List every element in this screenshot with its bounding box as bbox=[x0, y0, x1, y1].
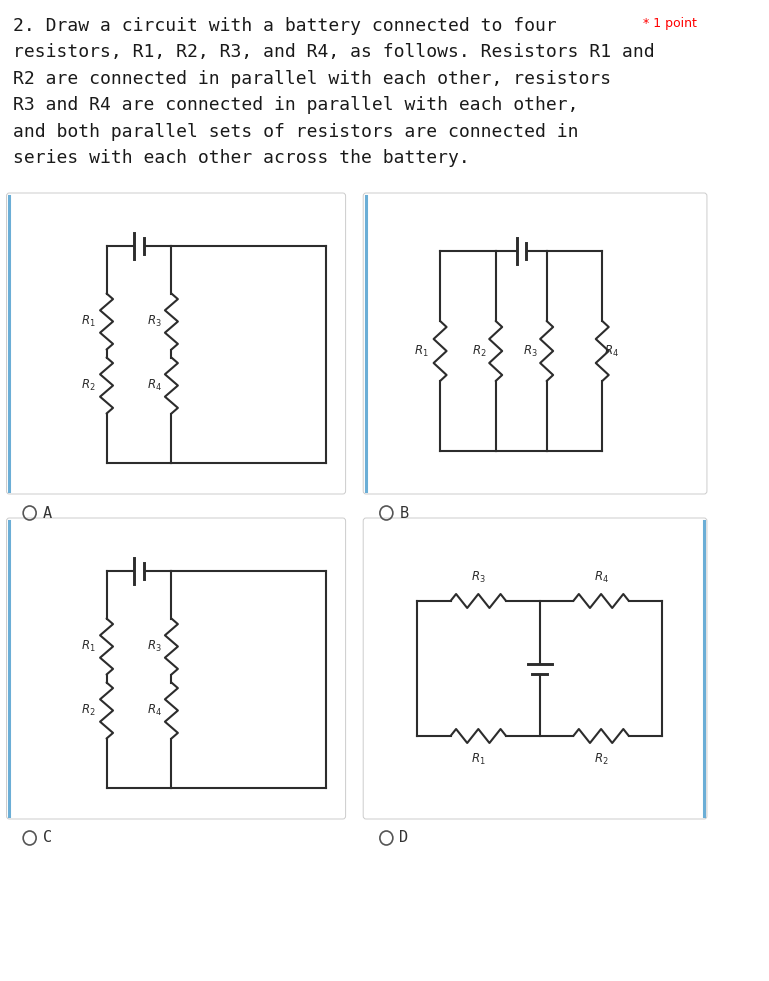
Text: 2. Draw a circuit with a battery connected to four
resistors, R1, R2, R3, and R4: 2. Draw a circuit with a battery connect… bbox=[13, 17, 654, 167]
Text: A: A bbox=[42, 505, 52, 521]
FancyBboxPatch shape bbox=[363, 518, 707, 819]
Text: $R_1$: $R_1$ bbox=[81, 639, 95, 654]
Text: $R_2$: $R_2$ bbox=[81, 703, 95, 718]
Text: $R_4$: $R_4$ bbox=[604, 343, 619, 358]
Text: $R_4$: $R_4$ bbox=[147, 378, 162, 393]
Text: $R_4$: $R_4$ bbox=[147, 703, 162, 718]
Text: $R_3$: $R_3$ bbox=[523, 343, 538, 358]
Text: $R_1$: $R_1$ bbox=[81, 314, 95, 329]
Text: $R_2$: $R_2$ bbox=[472, 343, 487, 358]
FancyBboxPatch shape bbox=[6, 518, 345, 819]
Text: C: C bbox=[42, 831, 52, 846]
Text: $R_1$: $R_1$ bbox=[471, 752, 486, 767]
Text: $R_3$: $R_3$ bbox=[148, 314, 162, 329]
FancyBboxPatch shape bbox=[363, 193, 707, 494]
Text: * 1 point: * 1 point bbox=[643, 17, 697, 30]
Text: B: B bbox=[399, 505, 408, 521]
FancyBboxPatch shape bbox=[6, 193, 345, 494]
Text: D: D bbox=[399, 831, 408, 846]
Text: $R_1$: $R_1$ bbox=[414, 343, 429, 358]
Text: $R_3$: $R_3$ bbox=[148, 639, 162, 654]
Text: $R_2$: $R_2$ bbox=[81, 378, 95, 393]
Text: $R_2$: $R_2$ bbox=[594, 752, 608, 767]
Text: $R_4$: $R_4$ bbox=[594, 570, 608, 585]
Text: $R_3$: $R_3$ bbox=[471, 570, 486, 585]
